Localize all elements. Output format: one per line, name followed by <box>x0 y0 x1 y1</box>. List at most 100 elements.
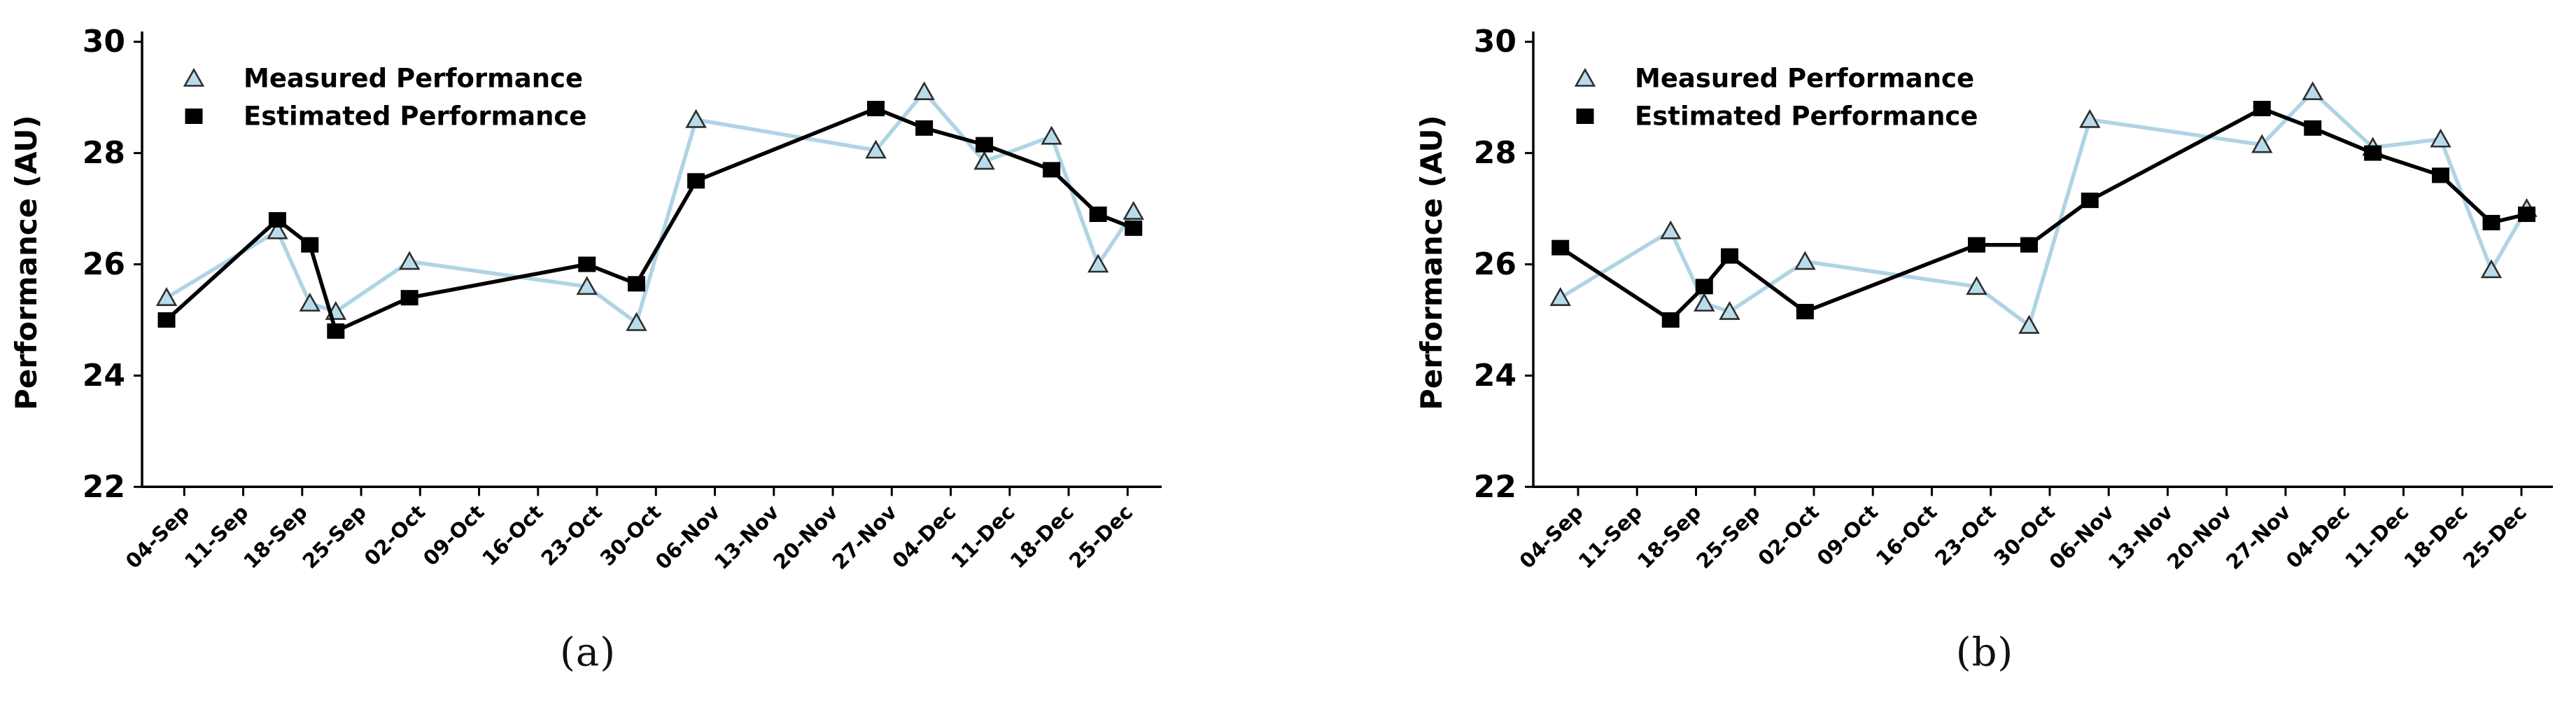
estimated-point-marker <box>915 120 934 136</box>
x-tick-label: 11-Sep <box>1574 500 1647 573</box>
legend-estimated-icon <box>1576 109 1594 124</box>
measured-point-marker <box>1966 276 1987 295</box>
estimated-point-marker <box>1125 220 1143 236</box>
estimated-point-marker <box>268 211 286 228</box>
measured-point-marker <box>913 81 935 101</box>
measured-point-marker <box>626 312 647 331</box>
measured-point-marker <box>267 220 288 239</box>
y-tick-label: 22 <box>1474 469 1516 505</box>
measured-point-marker <box>2302 81 2323 101</box>
measured-point-marker <box>2018 314 2040 334</box>
estimated-point-marker <box>2482 214 2500 230</box>
series-estimated <box>157 101 1143 339</box>
x-tick-label: 18-Sep <box>1633 500 1705 573</box>
measured-point-marker <box>155 287 178 306</box>
x-tick-label: 09-Oct <box>1813 500 1883 571</box>
legend-measured-label: Measured Performance <box>244 64 583 94</box>
x-tick-label: 11-Dec <box>2340 500 2413 573</box>
chart-a-caption: (a) <box>559 629 617 676</box>
y-tick-label: 22 <box>83 469 125 505</box>
estimated-point-marker <box>1695 279 1713 295</box>
measured-point-marker <box>973 151 995 170</box>
estimated-point-marker <box>2304 120 2322 136</box>
y-tick-label: 26 <box>83 246 125 282</box>
y-tick-label: 30 <box>1474 24 1516 60</box>
x-tick-label: 04-Dec <box>2281 500 2354 573</box>
x-tick-label: 13-Nov <box>2104 500 2178 574</box>
legend-measured-label: Measured Performance <box>1635 64 1974 94</box>
estimated-point-marker <box>157 312 176 328</box>
measured-point-marker <box>299 292 321 312</box>
measured-point-marker <box>576 276 598 295</box>
legend-estimated-icon <box>185 109 203 124</box>
x-tick-label: 02-Oct <box>1753 500 1824 571</box>
estimated-point-marker <box>2432 167 2450 183</box>
y-tick-label: 24 <box>1474 358 1516 394</box>
estimated-point-marker <box>1721 248 1739 264</box>
y-tick-label: 28 <box>1474 135 1516 171</box>
measured-point-marker <box>1719 300 1740 320</box>
legend-measured-icon <box>1574 67 1596 87</box>
measured-point-marker <box>1694 292 1715 312</box>
x-tick-label: 23-Oct <box>1930 500 2001 571</box>
y-tick-label: 30 <box>83 24 125 60</box>
legend-a: Measured Performance Estimated Performanc… <box>183 64 586 132</box>
estimated-point-marker <box>1796 304 1814 320</box>
estimated-point-marker <box>2253 101 2271 117</box>
estimated-point-marker <box>627 276 645 292</box>
estimated-line <box>164 106 1136 333</box>
x-tick-label: 20-Nov <box>2162 500 2237 574</box>
axes-b: 30 28 26 24 2204-Sep11-Sep18-Sep25-Sep02-Oct… <box>1414 24 2553 574</box>
legend-estimated-label: Estimated Performance <box>244 102 586 132</box>
measured-point-marker <box>2430 128 2451 148</box>
measured-point-marker <box>1794 251 1816 270</box>
chart-b-caption: (b) <box>1955 629 2014 676</box>
x-tick-label: 27-Nov <box>2221 500 2295 574</box>
estimated-point-marker <box>2081 193 2099 209</box>
y-tick-label: 28 <box>83 135 125 171</box>
measured-point-marker <box>1660 220 1682 239</box>
estimated-point-marker <box>2364 145 2382 161</box>
estimated-point-marker <box>1043 162 1061 178</box>
y-tick-label: 24 <box>83 358 125 394</box>
series-estimated <box>1551 101 2536 328</box>
estimated-point-marker <box>976 137 994 153</box>
legend-b: Measured Performance Estimated Performanc… <box>1574 64 1978 132</box>
estimated-point-marker <box>1551 239 1570 256</box>
measured-point-marker <box>398 251 421 270</box>
x-tick-label: 06-Nov <box>2044 500 2118 574</box>
series-measured <box>155 81 1144 331</box>
measured-point-marker <box>1549 287 1571 306</box>
y-axis-title: Performance (AU) <box>1414 115 1449 410</box>
x-tick-label: 25-Sep <box>1691 500 1764 573</box>
estimated-point-marker <box>301 237 319 253</box>
measured-point-marker <box>1122 200 1144 220</box>
measured-point-marker <box>2079 109 2101 128</box>
x-tick-label: 04-Sep <box>1514 500 1587 573</box>
measured-point-marker <box>685 109 707 128</box>
measured-point-marker <box>2251 134 2273 153</box>
measured-point-marker <box>865 139 887 159</box>
x-tick-label: 18-Dec <box>2400 500 2472 573</box>
estimated-point-marker <box>578 256 596 272</box>
estimated-point-marker <box>2020 237 2039 253</box>
measured-point-marker <box>2480 259 2503 279</box>
estimated-point-marker <box>400 290 418 306</box>
x-tick-label: 25-Dec <box>2458 500 2531 573</box>
estimated-point-marker <box>1089 206 1107 222</box>
legend-measured-icon <box>183 67 205 87</box>
x-tick-label: 16-Oct <box>1871 500 1942 571</box>
measured-point-marker <box>1087 253 1109 273</box>
legend-estimated-label: Estimated Performance <box>1635 102 1978 132</box>
y-tick-label: 26 <box>1474 246 1516 282</box>
estimated-point-marker <box>867 101 885 117</box>
estimated-point-marker <box>327 323 345 339</box>
y-axis-title: Performance (AU) <box>9 115 43 410</box>
estimated-point-marker <box>1968 237 1986 253</box>
measured-point-marker <box>1041 125 1062 145</box>
estimated-point-marker <box>687 173 705 189</box>
estimated-point-marker <box>2518 206 2536 222</box>
